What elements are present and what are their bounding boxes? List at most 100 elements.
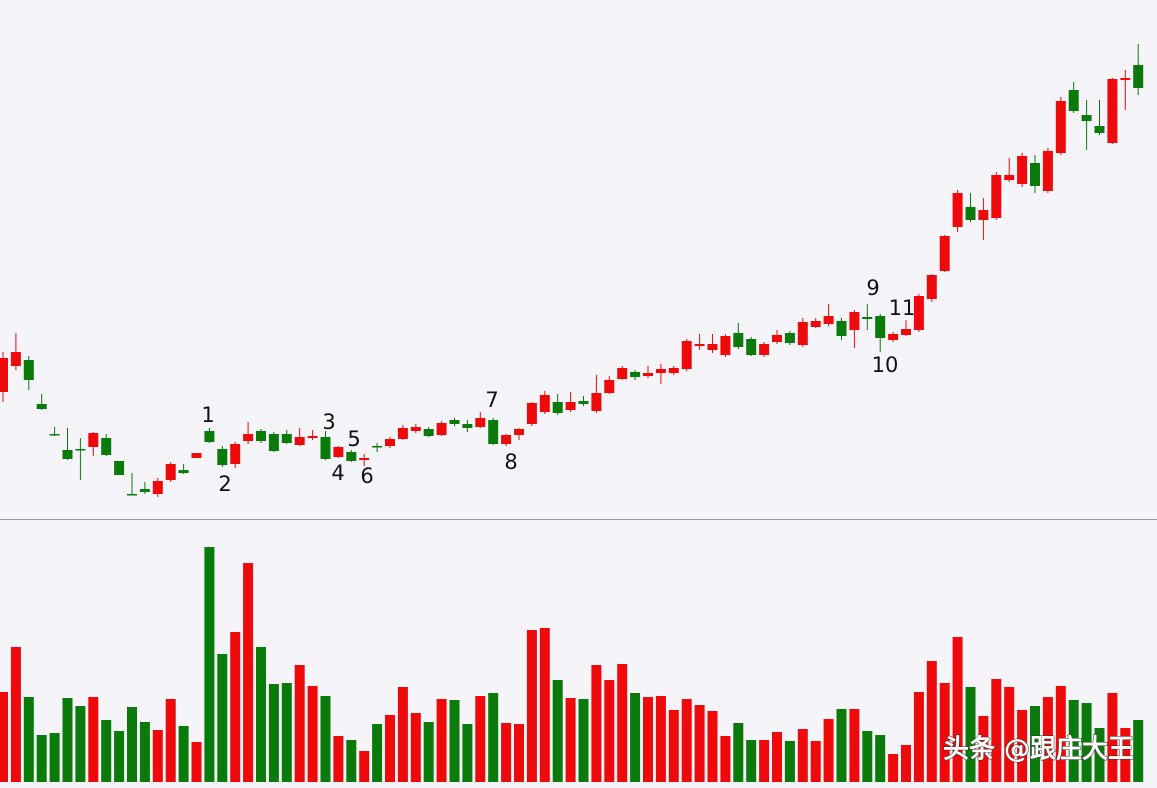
volume-bar bbox=[862, 731, 873, 782]
candle-body bbox=[114, 461, 125, 475]
candle-body bbox=[372, 446, 383, 448]
watermark: 头条 @跟庄大王 bbox=[943, 734, 1134, 765]
candle-body bbox=[88, 433, 99, 447]
volume-bar bbox=[772, 732, 782, 782]
volume-bar bbox=[217, 654, 228, 782]
volume-bar bbox=[1030, 706, 1040, 782]
candle-body bbox=[849, 312, 860, 330]
candle-body bbox=[526, 403, 537, 424]
volume-bar bbox=[836, 709, 847, 782]
candle-body bbox=[862, 317, 873, 319]
candle-body bbox=[204, 431, 215, 442]
volume-bar bbox=[707, 711, 718, 782]
volume-bar bbox=[965, 687, 976, 782]
candle-body bbox=[385, 439, 395, 446]
candle-body bbox=[733, 333, 744, 347]
annotation: 6 bbox=[360, 464, 373, 488]
volume-bar bbox=[0, 692, 8, 782]
volume-bar bbox=[952, 637, 963, 782]
volume-bar bbox=[152, 730, 163, 782]
volume-bar bbox=[913, 692, 924, 782]
volume-bar bbox=[320, 696, 331, 782]
candle-body bbox=[0, 358, 8, 392]
candle-body bbox=[888, 334, 899, 340]
candle-body bbox=[707, 344, 718, 350]
annotation: 5 bbox=[347, 427, 360, 451]
candle-body bbox=[797, 322, 808, 345]
candle-body bbox=[823, 316, 834, 324]
candle-body bbox=[501, 435, 512, 444]
volume-bar bbox=[268, 684, 279, 782]
volume-bar bbox=[23, 697, 34, 782]
volume-bar bbox=[501, 723, 512, 782]
volume-bar bbox=[462, 724, 473, 782]
volume-bar bbox=[410, 713, 421, 782]
candle-body bbox=[578, 401, 589, 404]
volume-bar bbox=[888, 754, 899, 782]
candle-body bbox=[462, 424, 473, 428]
annotation: 7 bbox=[485, 388, 498, 412]
volume-bar bbox=[204, 547, 215, 782]
candle-body bbox=[1030, 163, 1040, 186]
candle-body bbox=[913, 296, 924, 330]
volume-bar bbox=[243, 563, 254, 782]
candle-body bbox=[359, 458, 370, 460]
volume-bar bbox=[307, 686, 318, 782]
volume-bar bbox=[759, 740, 770, 782]
volume-bar bbox=[926, 661, 937, 782]
candle-body bbox=[10, 352, 21, 366]
volume-bar bbox=[720, 736, 731, 782]
candle-body bbox=[1017, 156, 1028, 184]
candle-body bbox=[49, 434, 60, 436]
candle-body bbox=[423, 429, 434, 436]
candle-body bbox=[243, 434, 254, 441]
annotation: 3 bbox=[322, 410, 335, 434]
volume-bar bbox=[359, 751, 370, 782]
candle-body bbox=[1120, 78, 1131, 80]
volume-bar bbox=[604, 680, 615, 782]
volume-bar bbox=[1107, 693, 1118, 782]
candle-body bbox=[978, 210, 989, 220]
candle-body bbox=[191, 453, 202, 458]
candle-body bbox=[1133, 65, 1144, 88]
volume-bar bbox=[1133, 720, 1144, 782]
candle-body bbox=[591, 393, 602, 411]
volume-bar bbox=[1094, 728, 1105, 782]
volume-bar bbox=[230, 632, 241, 782]
volume-bar bbox=[449, 700, 460, 782]
volume-bar bbox=[101, 720, 112, 782]
volume-bar bbox=[36, 735, 47, 782]
candle-body bbox=[901, 329, 911, 335]
candle-body bbox=[772, 335, 782, 342]
volume-bar bbox=[281, 683, 292, 782]
candle-body bbox=[139, 489, 150, 492]
volume-bar bbox=[114, 731, 125, 782]
candle-body bbox=[643, 373, 653, 376]
candle-body bbox=[410, 427, 421, 431]
candle-body bbox=[230, 444, 241, 464]
volume-bar bbox=[397, 687, 408, 782]
volume-bar bbox=[333, 736, 344, 782]
candle-body bbox=[939, 236, 950, 271]
volume-bar bbox=[681, 699, 692, 782]
volume-bar bbox=[875, 735, 886, 782]
candle-body bbox=[127, 494, 137, 496]
candle-body bbox=[836, 321, 847, 336]
candle-body bbox=[346, 452, 357, 461]
candle-body bbox=[1004, 175, 1015, 180]
candle-body bbox=[875, 316, 886, 338]
volume-bar bbox=[655, 696, 666, 782]
candle-body bbox=[952, 193, 963, 227]
candle-body bbox=[307, 436, 318, 438]
volume-bar bbox=[1120, 728, 1131, 782]
candle-body bbox=[810, 321, 821, 327]
candle-body bbox=[720, 336, 731, 355]
volume-bar bbox=[823, 719, 834, 782]
volume-bar bbox=[1017, 710, 1028, 782]
volume-bar bbox=[1004, 687, 1015, 782]
volume-bar bbox=[552, 680, 563, 782]
candle-body bbox=[294, 437, 305, 445]
candle-body bbox=[539, 395, 550, 412]
candle-body bbox=[1042, 151, 1053, 191]
